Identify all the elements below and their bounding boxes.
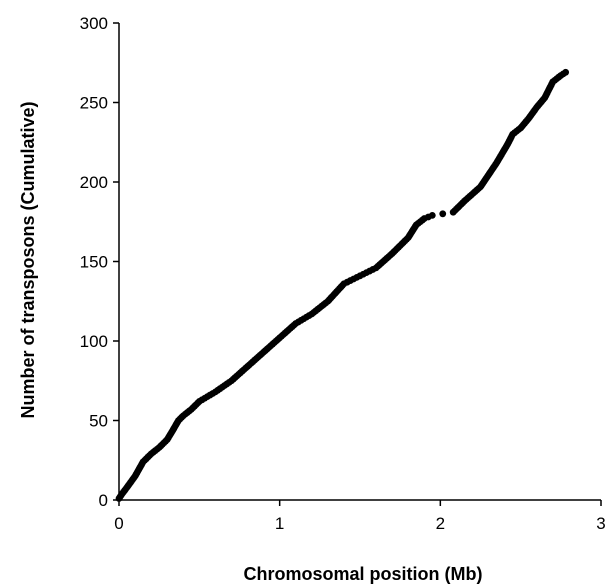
y-tick-label: 100 — [80, 332, 108, 351]
x-tick-label: 1 — [275, 514, 284, 533]
x-ticks: 0 1 2 3 — [114, 500, 606, 533]
data-points — [115, 68, 570, 502]
y-tick-label: 200 — [80, 173, 108, 192]
data-point — [428, 211, 436, 219]
y-tick-label: 300 — [80, 14, 108, 33]
y-tick-label: 50 — [89, 412, 108, 431]
y-tick-label: 150 — [80, 253, 108, 272]
data-point — [562, 68, 570, 76]
x-tick-label: 3 — [596, 514, 605, 533]
y-ticks: 0 50 100 150 200 250 300 — [80, 14, 119, 510]
y-tick-label: 250 — [80, 94, 108, 113]
data-point — [439, 210, 447, 218]
y-tick-label: 0 — [99, 491, 108, 510]
y-axis-title: Number of transposons (Cumulative) — [18, 101, 38, 418]
x-tick-label: 2 — [436, 514, 445, 533]
x-axis-title: Chromosomal position (Mb) — [244, 564, 483, 584]
x-tick-label: 0 — [114, 514, 123, 533]
